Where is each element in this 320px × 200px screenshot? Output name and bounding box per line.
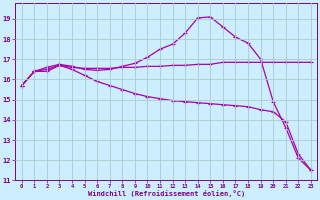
X-axis label: Windchill (Refroidissement éolien,°C): Windchill (Refroidissement éolien,°C) [88,190,245,197]
